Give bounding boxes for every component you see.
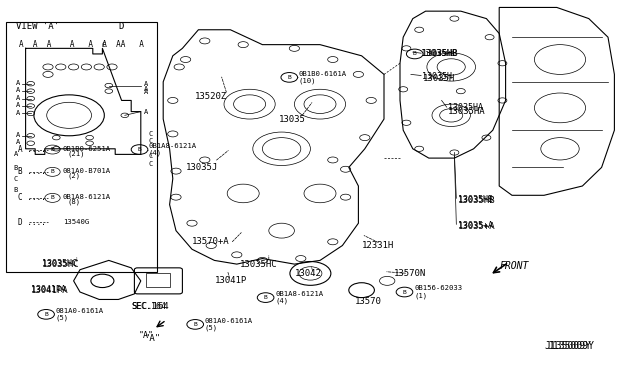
Text: B: B — [51, 147, 54, 152]
Text: (21): (21) — [67, 150, 84, 157]
Text: C: C — [14, 176, 18, 182]
Text: 13035HB: 13035HB — [458, 195, 493, 203]
Text: B: B — [14, 165, 18, 171]
Text: 13570+A: 13570+A — [192, 237, 230, 246]
Text: A  A  A    A   A  A  AA   A: A A A A A A AA A — [19, 40, 144, 49]
Text: A: A — [144, 109, 148, 115]
Text: B: B — [287, 75, 291, 80]
Text: VIEW 'A': VIEW 'A' — [16, 22, 59, 31]
Text: B: B — [51, 195, 54, 201]
Text: 13042: 13042 — [294, 269, 321, 278]
Text: A: A — [16, 110, 20, 116]
Text: C: C — [148, 131, 152, 137]
Text: A: A — [16, 95, 20, 101]
Text: B: B — [51, 169, 54, 174]
Text: C: C — [148, 138, 152, 144]
Text: FRONT: FRONT — [499, 261, 529, 271]
Text: A ....: A .... — [18, 145, 45, 154]
Text: (2): (2) — [67, 173, 81, 179]
Text: J135009Y: J135009Y — [547, 341, 594, 351]
Text: A: A — [144, 86, 148, 92]
Text: C: C — [148, 153, 152, 159]
Text: B: B — [264, 295, 268, 300]
Text: (8): (8) — [67, 199, 81, 205]
Text: 13035HA: 13035HA — [448, 103, 483, 112]
Text: 13520Z: 13520Z — [195, 92, 227, 101]
Text: 081A0-6161A
(5): 081A0-6161A (5) — [205, 318, 253, 331]
Text: A: A — [16, 80, 20, 86]
Text: 0B156-62033
(1): 0B156-62033 (1) — [414, 285, 462, 299]
Text: 0B1B0-6251A: 0B1B0-6251A — [63, 146, 111, 152]
Text: C: C — [148, 161, 152, 167]
Text: 13035HB: 13035HB — [458, 196, 495, 205]
Text: A: A — [16, 132, 20, 138]
Text: 081A0-6161A
(5): 081A0-6161A (5) — [55, 308, 103, 321]
Text: A: A — [144, 89, 148, 95]
Text: A: A — [16, 87, 20, 93]
Text: B: B — [193, 322, 197, 327]
Text: 13540G: 13540G — [63, 219, 89, 225]
Text: J135009Y: J135009Y — [544, 341, 591, 351]
Text: 0B1B0-6161A
(10): 0B1B0-6161A (10) — [298, 71, 346, 84]
Text: "A": "A" — [138, 331, 154, 340]
Text: 13035J: 13035J — [186, 163, 218, 172]
Text: D ....: D .... — [18, 218, 45, 227]
Text: B ....: B .... — [18, 167, 45, 176]
Text: SEC.164: SEC.164 — [131, 302, 169, 311]
Text: B: B — [138, 147, 141, 152]
Bar — [146, 273, 170, 287]
Text: 13035HB: 13035HB — [422, 49, 458, 58]
Text: 13041PA: 13041PA — [31, 285, 66, 294]
Text: 0B1A8-6121A
(4): 0B1A8-6121A (4) — [148, 143, 196, 156]
Text: 13035H: 13035H — [422, 74, 454, 83]
Text: C: C — [102, 42, 106, 48]
Text: 12331H: 12331H — [362, 241, 394, 250]
Text: 13035H: 13035H — [422, 72, 452, 81]
Text: B: B — [413, 51, 417, 57]
Text: 0B1A8-6121A
(4): 0B1A8-6121A (4) — [275, 291, 323, 304]
Text: 13035: 13035 — [278, 115, 305, 124]
Text: 13035HC: 13035HC — [240, 260, 278, 269]
Text: B: B — [44, 312, 48, 317]
Bar — [6, 22, 157, 272]
Text: 13035HC: 13035HC — [42, 260, 79, 269]
Text: 13570N: 13570N — [394, 269, 426, 278]
Text: B: B — [14, 187, 18, 193]
Text: 13035HA: 13035HA — [448, 107, 486, 116]
Text: 13041PA: 13041PA — [31, 286, 68, 295]
Text: 13570: 13570 — [355, 297, 382, 306]
Text: A: A — [14, 151, 18, 157]
Text: A: A — [16, 140, 20, 145]
Text: 0B1A8-6121A: 0B1A8-6121A — [63, 194, 111, 200]
Text: B: B — [403, 289, 406, 295]
Text: D: D — [118, 22, 124, 31]
Text: "A": "A" — [144, 334, 160, 343]
Text: 13035HC: 13035HC — [42, 259, 77, 268]
Text: C ....: C .... — [18, 193, 45, 202]
Text: 13035+A: 13035+A — [458, 221, 493, 230]
Text: 13035HB: 13035HB — [421, 49, 459, 58]
Text: 081A0-B701A: 081A0-B701A — [63, 168, 111, 174]
Text: 13041P: 13041P — [214, 276, 246, 285]
Text: 13035HB: 13035HB — [424, 51, 455, 57]
Text: 13035+A: 13035+A — [458, 222, 495, 231]
Text: A: A — [144, 81, 148, 87]
Text: A: A — [16, 102, 20, 108]
Text: SEC.164: SEC.164 — [131, 302, 166, 311]
